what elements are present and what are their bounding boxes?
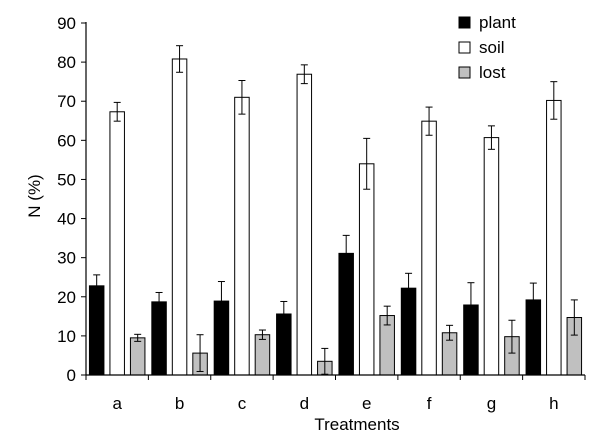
bar-plant-b	[151, 301, 167, 376]
x-tick-label-g: g	[487, 394, 496, 413]
error-bar-lost-g	[508, 319, 516, 354]
bar-soil-g	[483, 137, 500, 376]
error-bar-soil-a	[113, 101, 121, 122]
y-tick-label: 60	[57, 131, 76, 150]
error-bar-lost-f	[446, 324, 454, 341]
y-tick-label: 30	[57, 249, 76, 268]
y-tick-label: 50	[57, 170, 76, 189]
x-tick-label-b: b	[175, 394, 184, 413]
legend-label: plant	[479, 13, 516, 32]
y-tick-label: 10	[57, 327, 76, 346]
error-bar-soil-g	[487, 125, 495, 150]
bar-soil-a	[109, 111, 125, 376]
bar-soil-e	[358, 163, 375, 376]
legend-swatch	[458, 66, 471, 79]
legend-swatch	[458, 16, 471, 29]
y-tick-label: 70	[57, 92, 76, 111]
legend-swatch	[458, 41, 471, 54]
error-bar-lost-h	[570, 299, 578, 336]
error-bar-lost-c	[258, 329, 266, 340]
x-tick-label-d: d	[300, 394, 309, 413]
y-axis-title: N (%)	[25, 174, 44, 217]
x-tick-label-e: e	[362, 394, 371, 413]
legend-item-soil: soil	[458, 38, 505, 57]
y-tick-label: 40	[57, 210, 76, 229]
error-bar-soil-f	[425, 106, 433, 136]
legend-item-plant: plant	[458, 13, 516, 32]
y-tick-label: 90	[57, 14, 76, 33]
error-bar-lost-e	[383, 305, 391, 326]
bar-soil-h	[546, 99, 562, 376]
bar-soil-b	[171, 58, 188, 376]
bar-soil-c	[234, 96, 250, 376]
error-bar-soil-e	[363, 137, 371, 190]
error-bar-plant-h	[529, 282, 537, 318]
error-bar-plant-g	[467, 282, 475, 328]
error-bar-soil-d	[300, 64, 308, 85]
x-tick-label-h: h	[549, 394, 558, 413]
error-bar-plant-b	[155, 291, 163, 312]
legend: plant soil lost	[458, 13, 516, 82]
error-bar-plant-c	[217, 281, 225, 322]
legend-item-lost: lost	[458, 63, 506, 82]
bar-soil-d	[296, 73, 313, 376]
bar-lost-c	[254, 334, 271, 376]
y-tick-label: 80	[57, 53, 76, 72]
error-bar-lost-d	[321, 347, 329, 375]
error-bar-plant-e	[342, 234, 350, 272]
bar-lost-a	[129, 337, 146, 376]
x-axis-title: Treatments	[314, 415, 399, 434]
bar-soil-f	[421, 120, 437, 376]
error-bar-plant-d	[280, 300, 288, 328]
error-bar-lost-b	[196, 334, 204, 372]
y-tick-label: 20	[57, 288, 76, 307]
error-bar-soil-c	[238, 79, 246, 115]
error-bar-plant-f	[405, 272, 413, 304]
bar-plant-a	[88, 285, 105, 376]
x-tick-label-c: c	[238, 394, 247, 413]
legend-label: lost	[479, 63, 506, 82]
legend-label: soil	[479, 38, 505, 57]
error-bar-soil-b	[176, 45, 184, 73]
error-bar-soil-h	[550, 81, 558, 120]
y-tick-label: 0	[67, 366, 76, 385]
error-bar-plant-a	[93, 274, 101, 298]
x-tick-label-f: f	[427, 394, 432, 413]
error-bar-lost-a	[134, 333, 142, 342]
chart-marks	[88, 45, 583, 376]
chart-axes: 0 10 20 30 40 50 60 70 80 90 a b c d e f g h	[57, 14, 586, 413]
x-tick-label-a: a	[112, 394, 122, 413]
